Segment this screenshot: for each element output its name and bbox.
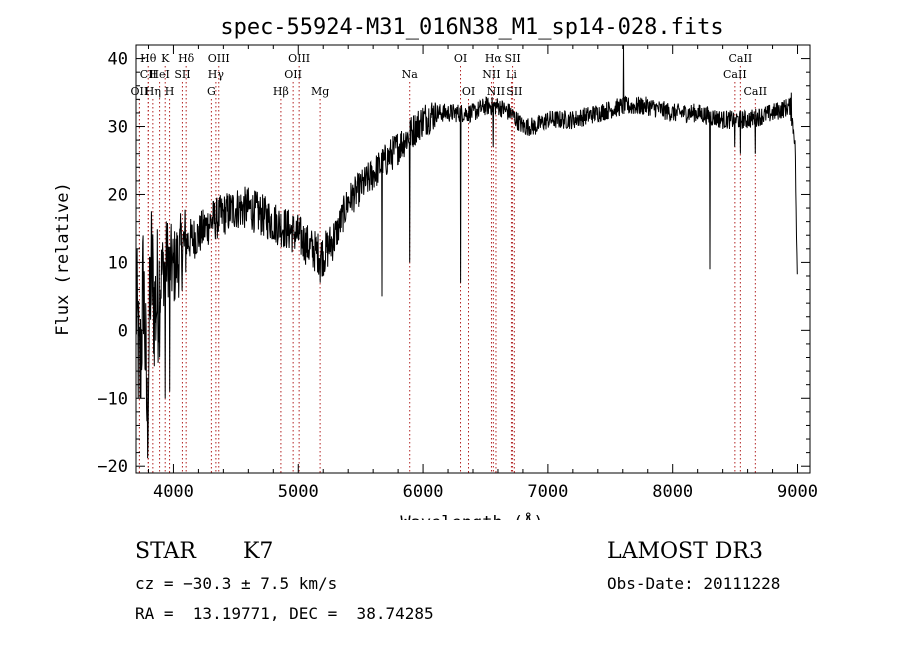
x-tick-label: 5000 bbox=[278, 482, 319, 502]
x-tick-label: 7000 bbox=[527, 482, 568, 502]
line-marker-label: SII bbox=[174, 68, 190, 81]
line-marker-label: Hη bbox=[145, 85, 161, 98]
x-axis-label: Wavelength (Å) bbox=[400, 511, 543, 520]
line-marker-label: OII bbox=[131, 85, 149, 98]
plot-frame bbox=[135, 44, 811, 474]
line-marker-label: CII bbox=[140, 68, 157, 81]
spectrum-series bbox=[135, 44, 798, 459]
axis-ticks: 4000 5000 6000 7000 8000 9000 −20 −10 0 10 20 30 40 bbox=[97, 45, 818, 502]
line-marker-label: H bbox=[165, 85, 175, 98]
y-tick-label: −10 bbox=[97, 389, 128, 409]
line-marker-label: Mg bbox=[311, 85, 329, 98]
line-marker-label: Na bbox=[402, 68, 419, 81]
y-tick-label: 30 bbox=[108, 118, 128, 138]
line-marker-label: OIII bbox=[288, 52, 310, 65]
line-marker-label: Hβ bbox=[273, 85, 289, 98]
line-marker-label: NII bbox=[487, 85, 505, 98]
object-class: STAR bbox=[135, 539, 196, 564]
y-tick-label: −20 bbox=[97, 457, 128, 477]
x-tick-label: 4000 bbox=[153, 482, 194, 502]
line-marker-label: SII bbox=[504, 52, 520, 65]
line-marker-label: Hγ bbox=[208, 68, 225, 81]
x-tick-label: 9000 bbox=[777, 482, 818, 502]
line-marker-label: G bbox=[207, 85, 216, 98]
x-tick-label: 6000 bbox=[403, 482, 444, 502]
y-tick-label: 0 bbox=[118, 321, 128, 341]
line-marker-label: OII bbox=[284, 68, 302, 81]
y-tick-label: 10 bbox=[108, 253, 128, 273]
line-marker-label: Hθ bbox=[140, 52, 157, 65]
y-tick-label: 20 bbox=[108, 185, 128, 205]
line-marker-label: Li bbox=[506, 68, 517, 81]
spectrum-chart: spec-55924-M31_016N38_M1_sp14-028.fits H… bbox=[53, 15, 818, 520]
x-tick-label: 8000 bbox=[652, 482, 693, 502]
y-tick-label: 40 bbox=[108, 50, 128, 70]
survey-name: LAMOST DR3 bbox=[607, 539, 763, 564]
spectrum-line bbox=[135, 44, 798, 459]
line-marker-label: CaII bbox=[729, 52, 753, 65]
line-marker-label: Hα bbox=[485, 52, 503, 65]
obs-date: Obs-Date: 20111228 bbox=[607, 574, 781, 593]
line-marker-label: CaII bbox=[743, 85, 767, 98]
velocity-readout: cz = −30.3 ± 7.5 km/s bbox=[135, 574, 338, 593]
line-marker-label: NII bbox=[482, 68, 500, 81]
line-marker-label: OI bbox=[454, 52, 467, 65]
line-marker-label: HeI bbox=[149, 68, 169, 81]
line-marker-label: SII bbox=[506, 85, 522, 98]
object-subclass: K7 bbox=[243, 539, 274, 564]
line-marker-label: OIII bbox=[208, 52, 230, 65]
line-marker-label: Hδ bbox=[178, 52, 195, 65]
coordinates: RA = 13.19771, DEC = 38.74285 bbox=[135, 604, 434, 623]
y-axis-label: Flux (relative) bbox=[53, 182, 73, 336]
chart-title: spec-55924-M31_016N38_M1_sp14-028.fits bbox=[220, 15, 723, 40]
line-marker-label: CaII bbox=[723, 68, 747, 81]
line-marker-label: K bbox=[161, 52, 170, 65]
line-marker-label: OI bbox=[462, 85, 475, 98]
